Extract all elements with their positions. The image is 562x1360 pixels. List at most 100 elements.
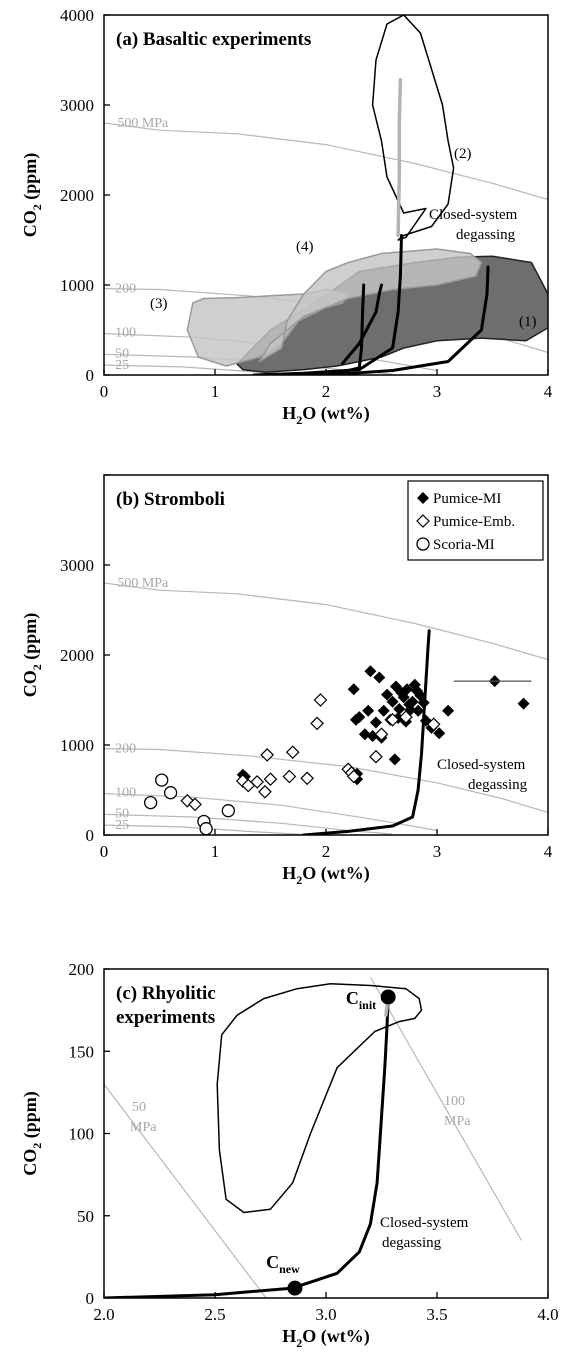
isobar-label: 25 — [115, 358, 129, 373]
data-point-pumice-emb — [399, 710, 413, 724]
legend-marker-pumice-mi — [417, 492, 429, 504]
data-point-pumice-mi — [393, 703, 406, 715]
y-tick-label: 150 — [69, 1042, 95, 1061]
x-tick-label: 3 — [433, 842, 442, 861]
point-label-cnew: Cnew — [266, 1252, 300, 1276]
isobar-label: 25 — [115, 818, 129, 833]
y-tick-label: 3000 — [60, 96, 94, 115]
isobar-line — [369, 976, 522, 1241]
plot-area — [104, 582, 548, 835]
degassing-curve — [252, 234, 403, 375]
y-tick-label: 1000 — [60, 276, 94, 295]
data-point-pumice-emb — [258, 784, 272, 799]
region-label-2: (2) — [454, 146, 472, 162]
data-point-pumice-mi — [381, 688, 394, 701]
data-point-pumice-mi — [386, 695, 399, 708]
data-point-pumice-emb — [285, 745, 300, 760]
data-point-pumice-emb — [310, 716, 324, 731]
degassing-curve — [396, 78, 403, 238]
x-tick-label: 4 — [544, 842, 553, 861]
x-tick-label: 3.0 — [315, 1305, 336, 1324]
y-tick-label: 200 — [69, 960, 95, 979]
isobar-label: 100 — [115, 326, 136, 341]
legend-marker-scoria-mi — [416, 537, 430, 551]
degassing-curve — [341, 283, 383, 365]
isobar-label: 100 — [444, 1094, 465, 1109]
x-tick-label: 2 — [322, 382, 331, 401]
annotation-degassing: degassing — [456, 227, 516, 243]
annotation-closed-system: Closed-system — [437, 757, 526, 773]
legend-marker-pumice-emb — [416, 514, 430, 528]
data-point-pumice-mi — [433, 727, 446, 740]
isobar-line — [104, 793, 438, 832]
annotation-degassing: degassing — [382, 1235, 442, 1251]
region-outline — [371, 15, 455, 241]
isobar-label: 50 — [132, 1100, 146, 1115]
y-tick-label: 100 — [69, 1125, 95, 1144]
y-tick-label: 4000 — [60, 6, 94, 25]
chart-panel-c: 2.0 2.5 3.0 3.5 4.0 0 50 100 150 200 H2O (wt%) CO2 … — [20, 960, 559, 1350]
data-point-pumice-mi — [347, 683, 360, 696]
legend-label: Pumice-Emb. — [433, 514, 515, 530]
data-point-pumice-mi — [412, 704, 425, 717]
legend-label: Scoria-MI — [433, 537, 495, 553]
x-tick-label: 4 — [544, 382, 553, 401]
y-axis-label: CO2 (ppm) — [20, 1091, 44, 1176]
region-outline — [258, 248, 483, 363]
isobar-line — [104, 122, 548, 201]
data-point-pumice-mi — [401, 683, 414, 696]
x-tick-label: 1 — [211, 842, 220, 861]
data-point-pumice-mi — [362, 704, 375, 717]
data-point-pumice-mi — [377, 704, 390, 717]
data-point-pumice-emb — [260, 748, 275, 762]
panel-title: (a) Basaltic experiments — [116, 29, 311, 50]
isobar-label: MPa — [130, 1120, 157, 1135]
x-tick-label: 0 — [100, 382, 109, 401]
legend: Pumice-MI Pumice-Emb. Scoria-MI — [407, 480, 544, 561]
x-axis-label: H2O (wt%) — [282, 863, 370, 887]
chart-panel-b: 0 1 2 3 4 0 1000 2000 3000 H2O (wt%) CO2 (ppm) (b) … — [20, 474, 553, 887]
data-point-pumice-emb — [300, 771, 314, 786]
annotation-closed-system: Closed-system — [380, 1215, 469, 1231]
data-point-pumice-emb — [263, 772, 278, 787]
y-tick-label: 0 — [86, 1289, 95, 1308]
isobar-label: 200 — [115, 282, 136, 297]
region-label-3: (3) — [150, 296, 168, 312]
y-tick-label: 2000 — [60, 646, 94, 665]
data-point-pumice-mi — [388, 753, 401, 766]
data-point-pumice-mi — [373, 671, 386, 684]
y-axis-label: CO2 (ppm) — [20, 153, 44, 238]
legend-box — [407, 480, 544, 561]
isobar-line — [104, 1083, 267, 1298]
region-label-1: (1) — [519, 314, 537, 330]
x-tick-label: 3 — [433, 382, 442, 401]
y-tick-label: 2000 — [60, 186, 94, 205]
data-point-pumice-emb — [282, 769, 297, 784]
isobar-label: 200 — [115, 742, 136, 757]
isobar-label: 500 MPa — [117, 116, 169, 131]
isobar-label: 500 MPa — [117, 576, 169, 591]
panel-title: (c) Rhyolitic — [116, 983, 216, 1004]
data-point-pumice-mi — [406, 695, 419, 708]
data-point-pumice-emb — [188, 797, 202, 812]
data-point-scoria-mi — [155, 773, 169, 787]
degassing-curve — [104, 995, 390, 1298]
data-point-marker — [287, 1280, 303, 1296]
data-point-pumice-mi — [442, 704, 455, 717]
data-point-pumice-emb — [369, 749, 383, 764]
point-label-cinit: Cinit — [346, 988, 376, 1012]
y-tick-label: 50 — [77, 1207, 94, 1226]
data-point-pumice-emb — [313, 693, 328, 707]
data-point-pumice-mi — [366, 730, 379, 742]
x-tick-label: 3.5 — [426, 1305, 447, 1324]
data-point-scoria-mi — [221, 804, 235, 818]
y-axis-label: CO2 (ppm) — [20, 613, 44, 698]
data-point-scoria-mi — [143, 795, 158, 810]
legend-label: Pumice-MI — [433, 491, 501, 507]
isobar-label: 50 — [115, 346, 129, 361]
data-point-scoria-mi — [199, 822, 213, 835]
x-axis-label: H2O (wt%) — [282, 403, 370, 427]
degassing-curve — [324, 265, 490, 375]
y-tick-label: 0 — [86, 826, 95, 845]
